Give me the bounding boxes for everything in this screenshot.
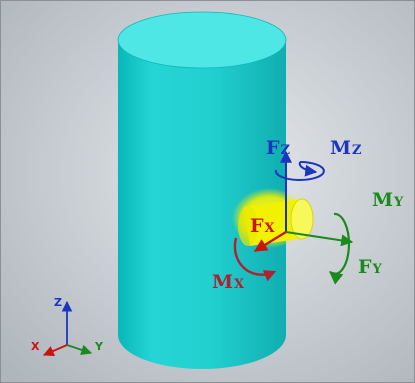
label-fz: FZ — [266, 137, 291, 159]
peg-end-face — [290, 198, 314, 240]
moment-y-arrow — [328, 212, 351, 285]
axis-triad: Z X Y — [31, 296, 104, 357]
label-my: MY — [372, 189, 404, 211]
label-fy: FY — [358, 256, 383, 278]
force-x-arrow — [253, 231, 287, 252]
moment-z-arrow — [274, 161, 325, 181]
label-mx: MX — [212, 271, 245, 293]
yellow-peg — [232, 188, 314, 248]
cylinder-top-face — [118, 12, 286, 68]
axis-label-z: Z — [54, 296, 62, 309]
axis-label-y: Y — [94, 340, 104, 353]
label-fx: FX — [250, 215, 276, 237]
axis-label-x: X — [31, 340, 40, 353]
label-mz: MZ — [330, 137, 362, 159]
moment-x-arrow — [233, 237, 277, 282]
force-y-arrow — [285, 231, 354, 247]
cylinder — [117, 11, 287, 369]
